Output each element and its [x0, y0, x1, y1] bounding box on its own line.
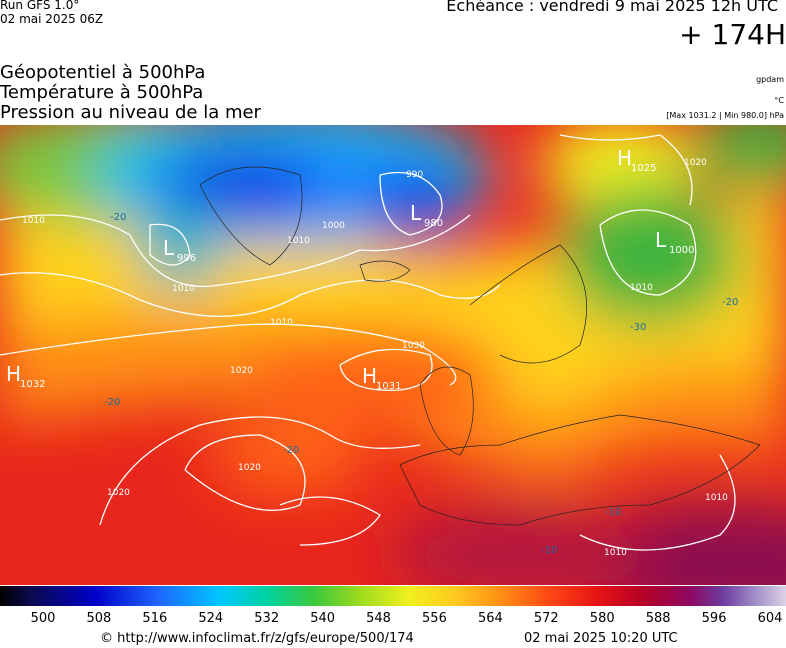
colorbar	[0, 586, 786, 606]
pressure-value: 980	[424, 218, 443, 229]
colorbar-tick-label: 580	[589, 611, 615, 626]
pressure-value: 1031	[376, 381, 401, 392]
lead-time: + 174H	[679, 18, 786, 51]
pressure-letter: H	[362, 364, 377, 388]
pressure-letter: L	[655, 228, 667, 252]
isobar-label: 1020	[230, 366, 253, 376]
pressure-value: 1032	[20, 379, 45, 390]
run-label: Run GFS 1.0°	[0, 0, 80, 12]
field-label: Température à 500hPa	[0, 82, 204, 103]
isobar-label: 1010	[630, 283, 653, 293]
isobar-label: 1000	[322, 221, 345, 231]
coastlines	[199, 166, 761, 526]
isobar-label: 1010	[172, 284, 195, 294]
pressure-letter: L	[163, 236, 175, 260]
isobar-label: 1020	[107, 488, 130, 498]
isobar-label: 1010	[287, 236, 310, 246]
colorbar-tick-label: 572	[533, 611, 559, 626]
colorbar-tick-label: 508	[86, 611, 112, 626]
colorbar-tick-label: 588	[645, 611, 671, 626]
colorbar-tick-label: 500	[30, 611, 56, 626]
colorbar-tick-label: 556	[422, 611, 447, 626]
isobar-label: 990	[406, 170, 423, 180]
pressure-letter: L	[410, 201, 422, 225]
footer-date: 02 mai 2025 10:20 UTC	[524, 631, 678, 646]
temperature-label: -30	[630, 322, 646, 333]
pressure-value: 996	[177, 253, 196, 264]
unit-label: gpdam	[756, 75, 784, 84]
field-label: Pression au niveau de la mer	[0, 102, 261, 123]
pressure-value: 1025	[631, 163, 656, 174]
temperature-label: -10	[605, 507, 621, 518]
colorbar-tick-label: 532	[254, 611, 280, 626]
colorbar-tick-label: 596	[701, 611, 727, 626]
isobar-label: 1010	[705, 493, 728, 503]
colorbar-tick-label: 604	[757, 611, 783, 626]
colorbar-tick-label: 524	[198, 611, 224, 626]
colorbar-tick-label: 548	[366, 611, 391, 626]
colorbar-tick-label: 564	[477, 611, 503, 626]
isobars	[0, 134, 736, 551]
run-date: 02 mai 2025 06Z	[0, 12, 104, 26]
colorbar-tick-label: 516	[142, 611, 168, 626]
isobar-label: 1020	[238, 463, 261, 473]
isobar-label: 1030	[402, 341, 425, 351]
temperature-label: -20	[283, 445, 299, 456]
temperature-label: -20	[722, 297, 738, 308]
unit-label: °C	[774, 96, 784, 105]
temperature-label: -20	[110, 212, 126, 223]
colorbar-tick-label: 540	[310, 611, 336, 626]
footer-url: © http://www.infoclimat.fr/z/gfs/europe/…	[100, 631, 414, 646]
temperature-label: -10	[541, 545, 557, 556]
isobar-label: 1020	[684, 158, 707, 168]
isobar-label: 1010	[604, 548, 627, 558]
field-shading	[0, 125, 786, 585]
pressure-letter: H	[617, 146, 632, 170]
echeance: Echéance : vendredi 9 mai 2025 12h UTC	[446, 0, 778, 15]
pressure-letter: H	[6, 362, 21, 386]
field-label: Géopotentiel à 500hPa	[0, 62, 206, 83]
unit-label: [Max 1031.2 | Min 980.0] hPa	[666, 111, 784, 120]
temperature-label: -20	[104, 397, 120, 408]
isobar-label: 1010	[270, 318, 293, 328]
pressure-value: 1000	[669, 245, 694, 256]
isobar-label: 1010	[22, 216, 45, 226]
